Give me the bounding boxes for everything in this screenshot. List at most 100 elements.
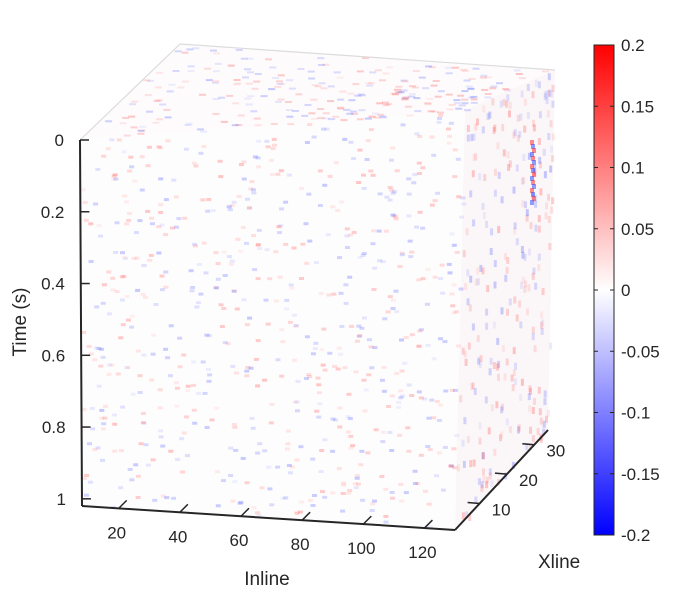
amplitude-mark xyxy=(289,465,295,469)
amplitude-mark xyxy=(537,386,541,394)
amplitude-mark xyxy=(233,371,239,375)
amplitude-mark xyxy=(478,361,482,369)
amplitude-mark xyxy=(360,498,366,502)
amplitude-mark xyxy=(147,258,153,262)
amplitude-mark xyxy=(256,228,262,232)
amplitude-mark xyxy=(230,364,236,368)
xline-tick-mark xyxy=(494,472,508,475)
amplitude-mark xyxy=(482,211,486,219)
amplitude-mark xyxy=(549,165,553,173)
amplitude-mark xyxy=(120,323,126,327)
inline-axis-title: Inline xyxy=(244,569,289,590)
amplitude-mark xyxy=(330,449,336,453)
amplitude-mark xyxy=(127,467,133,471)
amplitude-mark xyxy=(514,362,518,370)
amplitude-mark xyxy=(521,200,525,208)
amplitude-mark xyxy=(399,499,405,503)
amplitude-mark xyxy=(140,292,146,296)
amplitude-mark xyxy=(255,277,261,281)
amplitude-mark xyxy=(139,125,147,128)
amplitude-mark xyxy=(168,83,176,86)
amplitude-mark xyxy=(165,356,171,360)
amplitude-mark xyxy=(260,95,268,98)
amplitude-mark xyxy=(451,283,457,287)
amplitude-mark xyxy=(311,135,317,139)
amplitude-mark xyxy=(463,417,467,425)
amplitude-mark xyxy=(214,62,222,65)
amplitude-mark xyxy=(369,366,375,370)
amplitude-mark xyxy=(508,426,512,434)
amplitude-mark xyxy=(394,372,400,375)
amplitude-mark xyxy=(259,486,265,490)
inline-tick-mark xyxy=(179,503,189,513)
amplitude-mark xyxy=(156,225,162,229)
amplitude-mark xyxy=(438,277,444,281)
amplitude-mark xyxy=(165,139,171,143)
amplitude-mark xyxy=(169,226,175,230)
amplitude-mark xyxy=(354,474,360,477)
amplitude-mark xyxy=(88,480,93,484)
amplitude-mark xyxy=(449,464,455,468)
amplitude-mark xyxy=(159,103,167,106)
amplitude-mark xyxy=(158,177,164,181)
amplitude-mark xyxy=(399,338,404,342)
amplitude-mark xyxy=(153,99,161,102)
amplitude-mark xyxy=(111,177,116,181)
amplitude-mark xyxy=(316,383,322,387)
amplitude-mark xyxy=(182,80,189,83)
amplitude-mark xyxy=(116,138,122,142)
amplitude-mark xyxy=(380,440,386,444)
amplitude-mark xyxy=(175,457,181,461)
amplitude-mark xyxy=(528,443,532,451)
amplitude-mark xyxy=(265,322,271,326)
amplitude-mark xyxy=(144,94,152,97)
amplitude-mark xyxy=(480,481,484,489)
amplitude-mark xyxy=(213,70,220,73)
amplitude-mark xyxy=(508,160,512,168)
amplitude-mark xyxy=(132,179,138,183)
amplitude-mark xyxy=(320,490,325,494)
inline-tick-label: 120 xyxy=(408,543,436,562)
amplitude-mark xyxy=(411,181,417,185)
xline-axis-line xyxy=(454,429,549,531)
amplitude-mark xyxy=(126,218,132,222)
amplitude-mark xyxy=(84,474,90,477)
amplitude-mark xyxy=(506,94,510,102)
amplitude-mark xyxy=(335,367,341,371)
amplitude-mark xyxy=(228,446,234,450)
amplitude-mark xyxy=(248,366,254,370)
amplitude-mark xyxy=(273,250,279,254)
amplitude-mark xyxy=(431,416,437,420)
amplitude-mark xyxy=(530,200,534,205)
amplitude-mark xyxy=(397,91,405,94)
amplitude-mark xyxy=(376,229,382,233)
amplitude-mark xyxy=(105,147,111,151)
amplitude-mark xyxy=(400,394,405,398)
amplitude-mark xyxy=(500,196,504,204)
amplitude-mark xyxy=(404,105,412,108)
amplitude-mark xyxy=(521,251,525,259)
amplitude-mark xyxy=(484,396,488,404)
amplitude-mark xyxy=(453,388,459,392)
inline-tick-mark xyxy=(240,507,250,517)
amplitude-mark xyxy=(368,169,374,173)
amplitude-mark xyxy=(288,283,294,287)
amplitude-mark xyxy=(459,215,465,219)
amplitude-mark xyxy=(102,404,108,408)
amplitude-mark xyxy=(320,363,326,367)
amplitude-mark xyxy=(463,79,471,82)
amplitude-mark xyxy=(245,366,251,369)
amplitude-mark xyxy=(403,491,409,495)
amplitude-mark xyxy=(332,115,339,118)
amplitude-mark xyxy=(503,373,507,381)
amplitude-mark xyxy=(464,358,468,366)
amplitude-mark xyxy=(187,65,195,68)
amplitude-mark xyxy=(458,104,466,107)
amplitude-mark xyxy=(348,99,356,102)
amplitude-mark xyxy=(434,95,442,98)
amplitude-mark xyxy=(215,470,220,474)
amplitude-mark xyxy=(506,257,510,264)
amplitude-mark xyxy=(424,102,432,105)
amplitude-mark xyxy=(362,409,368,413)
inline-axis-line xyxy=(81,505,456,531)
